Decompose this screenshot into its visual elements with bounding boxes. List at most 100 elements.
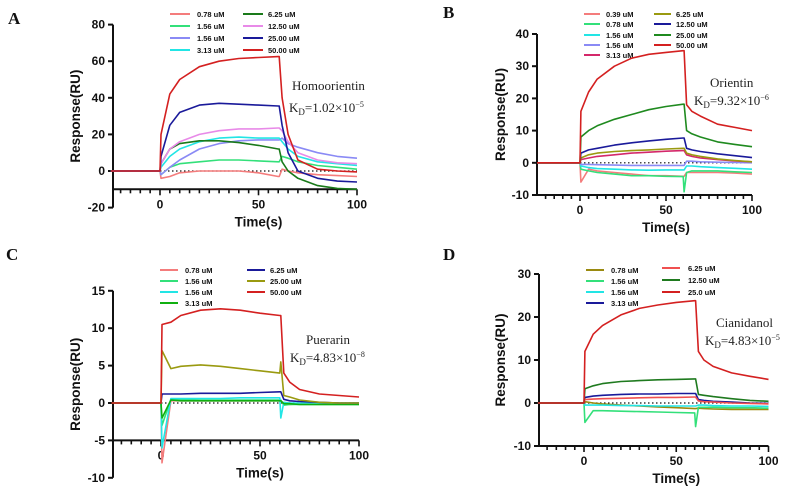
y-tick-label: 30 [518, 267, 532, 281]
series-line [537, 103, 753, 164]
series-line [537, 299, 769, 404]
legend-label: 0.78 uM [606, 20, 634, 29]
series-line [110, 136, 358, 172]
kd-subscript: D [299, 357, 306, 367]
y-axis-title: Response(RU) [68, 70, 83, 163]
kd-annotation: KD=9.32×10−6 [694, 93, 769, 110]
x-axis-title: Time(s) [652, 471, 700, 486]
series-line [537, 396, 769, 405]
legend-label: 50.00 uM [270, 288, 302, 297]
compound-name: Puerarin [306, 332, 351, 347]
legend-label: 25.00 uM [676, 31, 708, 40]
series-line [110, 55, 358, 173]
series-line [111, 307, 360, 404]
legend-label: 50.00 uM [676, 41, 708, 50]
y-tick-label: 0 [522, 156, 529, 170]
legend-label: 1.56 uM [197, 34, 225, 43]
y-tick-label: 40 [92, 91, 106, 105]
legend-label: 1.56 uM [185, 277, 213, 286]
kd-symbol: K [705, 333, 715, 348]
series-line [537, 162, 753, 193]
series-line [110, 102, 358, 183]
kd-subscript: D [714, 340, 721, 350]
series-line [537, 402, 769, 408]
kd-value: =9.32×10 [710, 93, 760, 108]
kd-exponent: −6 [760, 93, 769, 102]
kd-value: =4.83×10 [721, 333, 771, 348]
kd-subscript: D [298, 107, 305, 117]
y-tick-label: 40 [516, 27, 530, 41]
kd-annotation: KD=4.83×10−5 [705, 333, 780, 350]
y-tick-label: -20 [88, 201, 106, 215]
legend-label: 25.0 uM [688, 288, 716, 297]
kd-annotation: KD=4.83×10−8 [290, 350, 365, 367]
series-line [537, 49, 753, 164]
series-line [537, 162, 753, 171]
y-tick-label: 80 [92, 18, 106, 32]
legend-label: 25.00 uM [268, 34, 300, 43]
kd-subscript: D [703, 100, 710, 110]
legend-label: 0.78 uM [185, 266, 213, 275]
y-tick-label: -10 [512, 188, 530, 202]
kd-symbol: K [290, 350, 300, 365]
legend-label: 3.13 uM [606, 51, 634, 60]
series-line [111, 399, 359, 464]
x-tick-label: 50 [670, 454, 684, 468]
legend-label: 1.56 uM [611, 288, 639, 297]
x-axis-title: Time(s) [236, 465, 284, 480]
chart-panel-d: D -10 0 10 20 30 0 50 100 Time(s) Response(RU) 0.78… [443, 245, 780, 486]
x-tick-label: 0 [157, 197, 164, 211]
series-line [537, 137, 753, 164]
legend-label: 1.56 uM [606, 41, 634, 50]
x-tick-label: 100 [347, 197, 367, 211]
compound-name: Cianidanol [716, 315, 773, 330]
y-tick-label: 20 [518, 310, 532, 324]
y-tick-label: 5 [98, 359, 105, 373]
legend-label: 1.56 uM [197, 22, 225, 31]
series-line [537, 400, 769, 411]
y-tick-label: -10 [88, 471, 106, 485]
series-line [537, 392, 769, 405]
legend-label: 6.25 uM [268, 10, 296, 19]
series-line [111, 349, 359, 404]
x-tick-label: 0 [577, 203, 584, 217]
kd-symbol: K [694, 93, 704, 108]
series-line [111, 396, 359, 449]
x-tick-label: 100 [349, 448, 369, 462]
legend-label: 6.25 uM [688, 264, 716, 273]
legend-label: 6.25 uM [270, 266, 298, 275]
y-tick-label: 20 [516, 91, 530, 105]
x-axis-title: Time(s) [642, 220, 690, 235]
kd-exponent: −8 [356, 350, 365, 359]
y-tick-label: 15 [92, 284, 106, 298]
chart-panel-a: A -20 0 20 40 60 80 0 50 100 Time(s) Response(RU) 0.… [8, 9, 367, 229]
y-axis-title: Response(RU) [68, 338, 83, 431]
panel-letter: A [8, 9, 21, 28]
kd-exponent: −5 [771, 333, 780, 342]
series-line [111, 399, 359, 419]
legend-label: 0.78 uM [197, 10, 225, 19]
series-line [110, 127, 358, 172]
y-tick-label: 20 [92, 127, 106, 141]
legend-label: 0.39 uM [606, 10, 634, 19]
y-tick-label: -10 [514, 439, 532, 453]
legend-label: 0.78 uM [611, 266, 639, 275]
y-axis-title: Response(RU) [493, 68, 508, 161]
kd-value: =4.83×10 [306, 350, 356, 365]
legend-label: 3.13 uM [611, 299, 639, 308]
y-tick-label: 10 [518, 353, 532, 367]
series-line [537, 160, 753, 167]
legend-label: 1.56 uM [606, 31, 634, 40]
legend-label: 50.00 uM [268, 46, 300, 55]
x-tick-label: 0 [581, 454, 588, 468]
y-tick-label: 10 [516, 124, 530, 138]
series-line [537, 149, 753, 164]
y-tick-label: -5 [94, 433, 105, 447]
series-line [110, 137, 358, 176]
legend-label: 12.50 uM [268, 22, 300, 31]
legend-label: 3.13 uM [197, 46, 225, 55]
x-tick-label: 100 [742, 203, 762, 217]
panel-letter: D [443, 245, 455, 264]
